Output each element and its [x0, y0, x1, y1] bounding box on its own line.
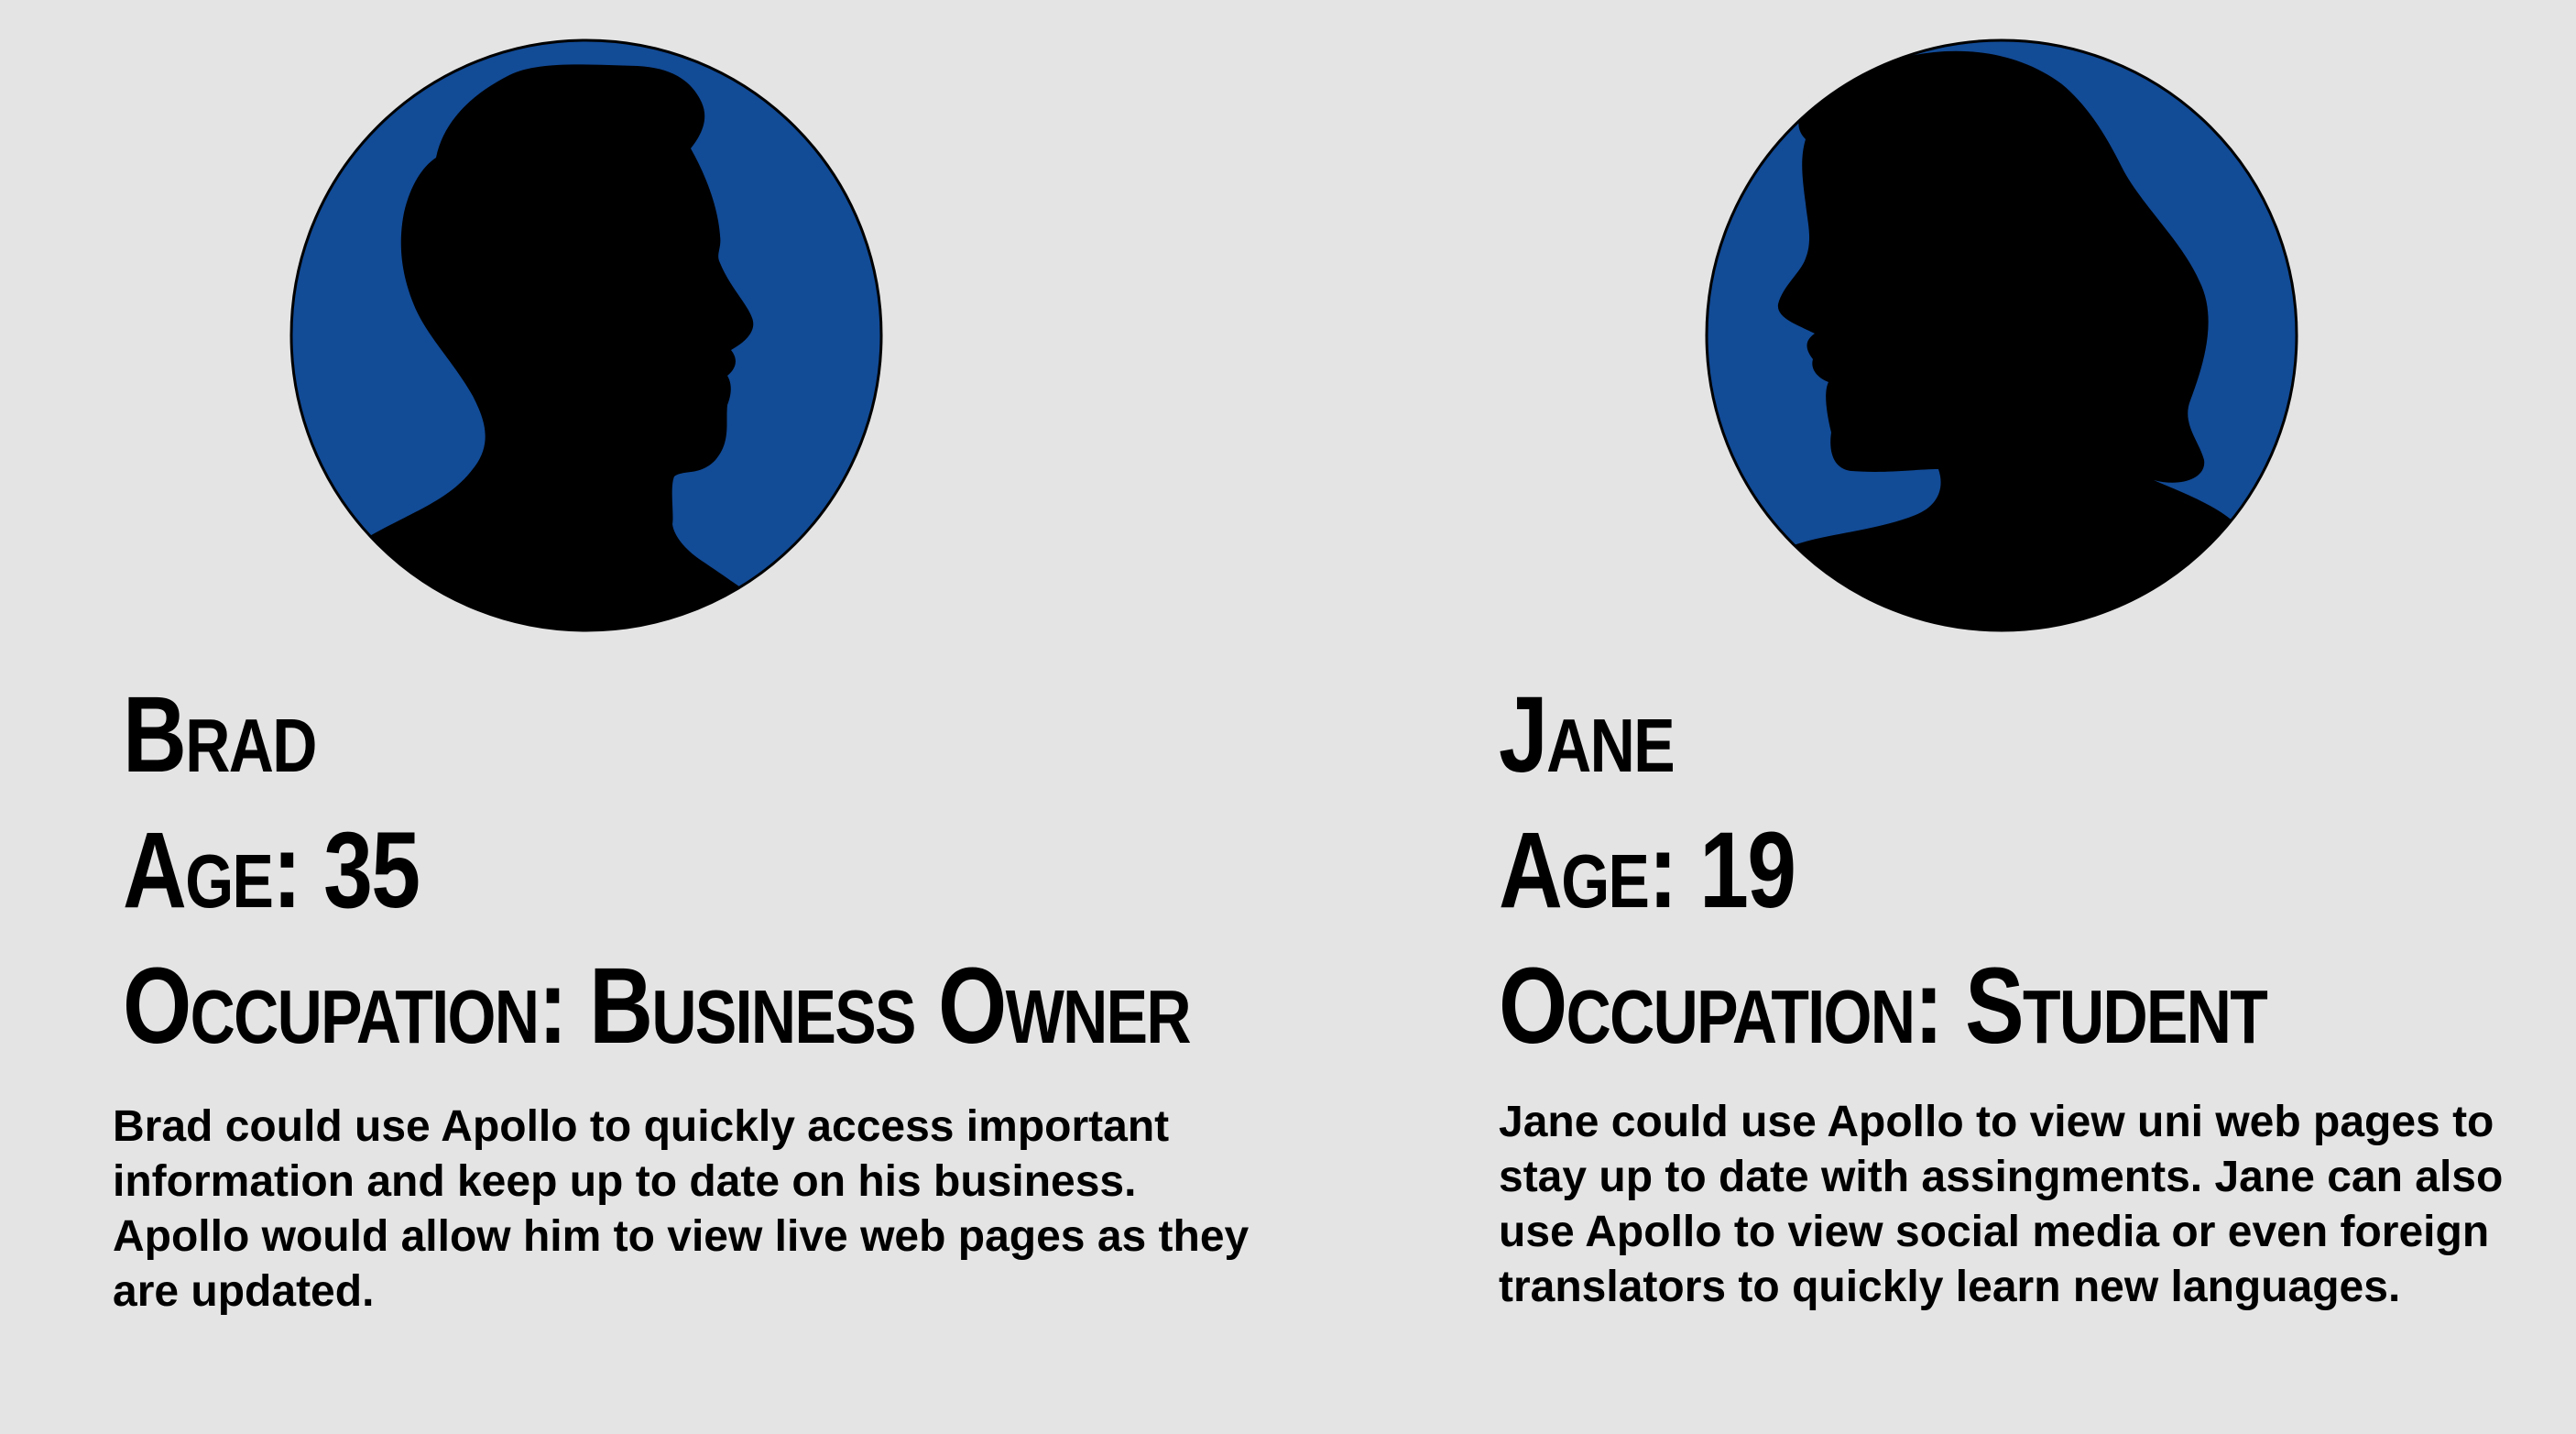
persona-card-jane: Jane Age: 19 Occupation: Student Jane co…: [1288, 0, 2576, 1434]
persona-description: Brad could use Apollo to quickly access …: [113, 1102, 1250, 1316]
persona-description: Jane could use Apollo to view uni web pa…: [1499, 1098, 2504, 1311]
persona-name: Jane: [1499, 674, 1675, 795]
persona-age: Age: 19: [1499, 810, 1796, 931]
persona-occupation: Occupation: Student: [1499, 946, 2268, 1067]
persona-occupation: Occupation: Business Owner: [123, 946, 1192, 1067]
female-silhouette-icon: [1705, 38, 2298, 632]
persona-card-brad: Brad Age: 35 Occupation: Business Owner …: [113, 38, 1250, 1316]
persona-name: Brad: [123, 674, 317, 795]
persona-info-jane: Jane Age: 19 Occupation: Student: [1499, 667, 2435, 1074]
persona-age: Age: 35: [123, 810, 420, 931]
male-silhouette-icon: [289, 38, 883, 632]
persona-info-brad: Brad Age: 35 Occupation: Business Owner: [123, 667, 1424, 1074]
